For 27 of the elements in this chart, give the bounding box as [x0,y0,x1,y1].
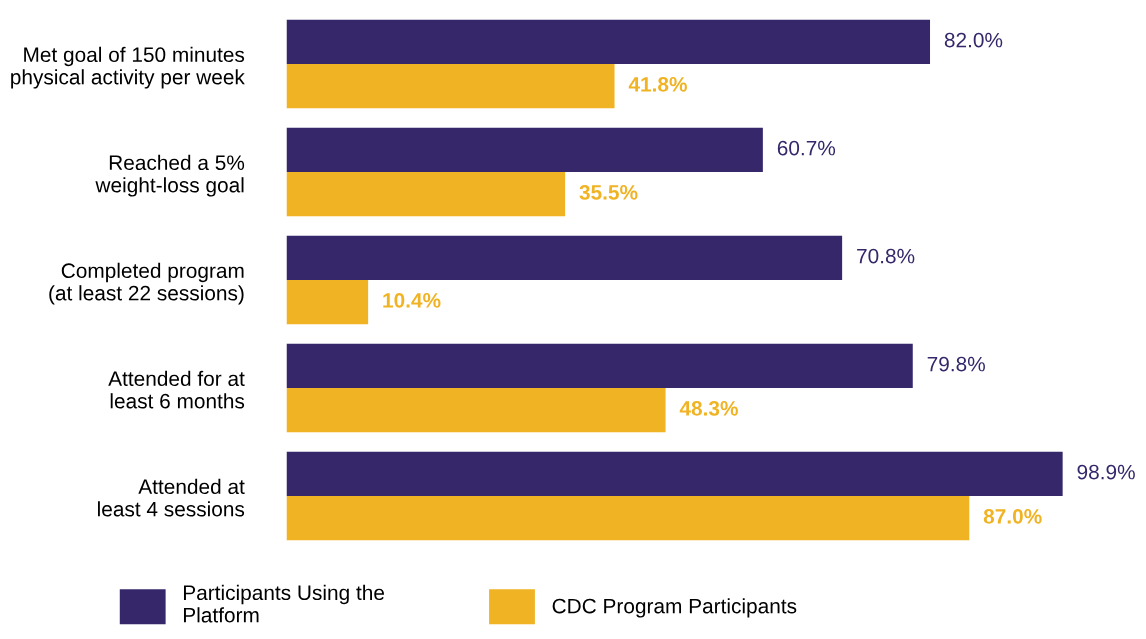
bar [286,127,763,172]
data-label: 70.8% [857,248,915,264]
data-label: 82.0% [944,32,1003,48]
data-label: 48.3% [679,400,738,416]
data-label: 98.9% [1077,464,1135,480]
y-tick-label: Met goal of 150 minutes physical activity per week [11,46,245,89]
bar [286,235,843,280]
bar [286,172,566,217]
bar [286,64,615,109]
bar [286,343,913,388]
y-tick-label: Reached a 5% weight-loss goal [95,154,245,197]
data-label: 60.7% [777,140,836,156]
data-label: 10.4% [383,292,441,308]
bar [286,19,931,64]
y-tick-label: Attended at least 4 sessions [98,478,245,517]
data-label: 35.5% [579,184,638,200]
data-label: 87.0% [983,508,1042,524]
y-tick-label: Completed program (at least 22 sessions) [49,262,244,305]
legend-label: CDC Program Participants [552,598,797,618]
bar [286,280,369,325]
data-label: 41.8% [628,76,687,92]
bar [286,388,666,433]
bar [286,451,1063,496]
bar [286,496,970,541]
legend-label: Participants Using the Platform [183,584,384,623]
y-tick-label: Attended for at least 6 months [108,370,245,409]
data-label: 79.8% [927,356,985,372]
